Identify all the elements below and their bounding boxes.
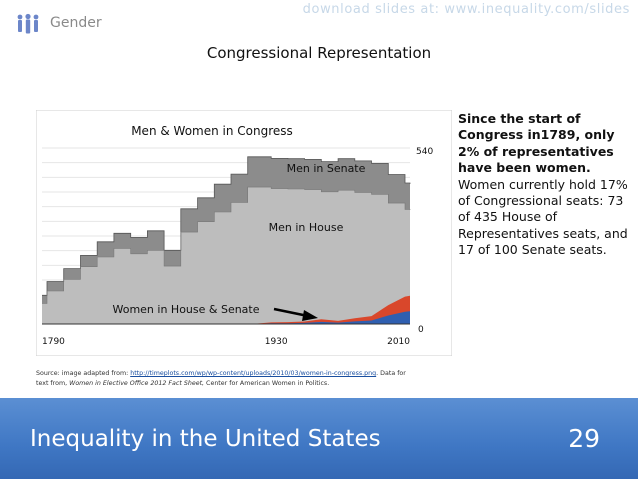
source-suffix: Center for American Women in Politics. [204,380,330,387]
x-tick-label: 1790 [42,337,65,347]
arrow-shaft [273,307,309,318]
x-tick-label: 1930 [265,337,288,347]
line-total-top [42,156,411,296]
x-tick-label: 2010 [387,337,410,347]
page-number: 29 [568,424,600,453]
y-tick-label: 0 [418,325,424,335]
slide-title: Congressional Representation [206,44,432,62]
notes-highlight: Since the start of Congress in1789, only… [458,111,615,176]
line-house-top [42,186,411,304]
footer-title: Inequality in the United States [30,426,381,452]
label-women: Women in House & Senate [112,303,259,316]
section-label: Gender [50,15,102,31]
people-icon [17,13,39,34]
source-prefix: Source: image adapted from: [36,370,131,377]
chart-svg: Men & Women in Congress Men in Senate Men … [35,109,453,357]
label-men-in-house: Men in House [269,221,344,234]
source-italic: Women in Elective Office 2012 Fact Sheet… [69,380,205,387]
source-note: Source: image adapted from: http://timep… [36,369,416,389]
label-men-in-senate: Men in Senate [287,162,366,175]
source-link[interactable]: http://timeplots.com/wp/wp-content/uploa… [130,370,377,377]
chart: Men & Women in Congress Men in Senate Men … [35,109,453,357]
footer-bar: Inequality in the United States 29 [0,398,638,479]
watermark: download slides at: www.inequality.com/s… [302,2,630,17]
area-men-senate [42,156,410,304]
area-women [254,295,410,324]
notes: Since the start of Congress in1789, only… [458,111,634,259]
arrow-head [302,310,318,321]
y-tick-label: 540 [416,147,433,157]
source-mid: . Data for text from, [36,370,406,387]
area-men-house [42,187,410,324]
chart-title: Men & Women in Congress [131,124,293,138]
area-women-house [254,311,410,324]
notes-detail: Women currently hold 17% of Congressiona… [458,176,628,258]
